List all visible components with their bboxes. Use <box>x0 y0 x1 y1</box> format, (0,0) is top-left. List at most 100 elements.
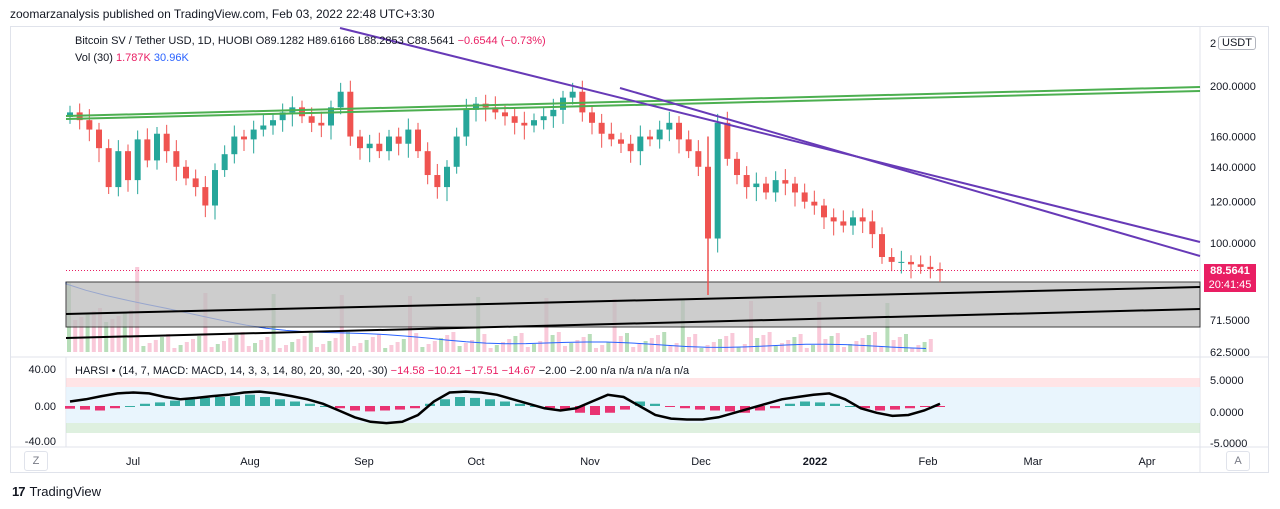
candle-body <box>192 178 199 188</box>
candle-body <box>763 183 769 193</box>
volume-bar <box>215 344 220 352</box>
volume-bar <box>253 343 257 352</box>
volume-bar <box>569 343 574 352</box>
harsi-histogram-bar <box>290 401 300 406</box>
candle-body <box>753 183 760 188</box>
harsi-histogram-bar <box>515 403 525 406</box>
volume-bar <box>835 333 840 352</box>
volume-bar <box>842 347 846 352</box>
volume-bar <box>395 342 400 352</box>
volume-bar <box>581 337 586 352</box>
log-scale-button[interactable]: Z <box>24 451 48 471</box>
volume-bar <box>525 347 530 352</box>
volume-bar <box>284 345 288 352</box>
volume-bar <box>290 342 295 352</box>
candle-body <box>173 151 180 167</box>
volume-bar <box>228 338 233 352</box>
volume-bar <box>786 340 791 352</box>
harsi-histogram-bar <box>380 406 390 411</box>
volume-bar <box>928 339 933 352</box>
candle-body <box>154 133 160 161</box>
candle-body <box>115 151 122 188</box>
volume-bar <box>209 347 214 352</box>
candle-body <box>772 180 779 193</box>
volume-bar <box>302 336 307 352</box>
harsi-histogram-bar <box>95 406 105 411</box>
candle-body <box>212 170 218 206</box>
volume-ma-value: 30.96K <box>153 52 189 64</box>
candle-body <box>415 129 421 152</box>
candle-body <box>550 109 557 117</box>
candle-body <box>86 120 93 130</box>
x-tick-label: Aug <box>240 456 260 468</box>
harsi-left-tick: 40.00 <box>28 364 56 376</box>
harsi-oscillator-line <box>69 390 941 425</box>
volume-bar <box>184 342 189 352</box>
y-tick-label: 120.0000 <box>1210 197 1256 209</box>
candle-body <box>202 187 209 206</box>
harsi-left-tick: -40.00 <box>25 436 56 448</box>
brand-name: TradingView <box>29 484 102 499</box>
candle-body <box>241 136 247 140</box>
volume-bar <box>414 333 419 352</box>
tradingview-logo-icon: 17 <box>12 484 26 499</box>
volume-bar <box>538 341 543 352</box>
auto-scale-button[interactable]: A <box>1226 451 1250 471</box>
candle-body <box>724 122 731 159</box>
volume-bar <box>265 337 270 352</box>
candle-body <box>801 192 808 202</box>
harsi-histogram-bar <box>785 403 795 406</box>
volume-bar <box>79 317 84 352</box>
harsi-label[interactable]: HARSI • (14, 7, MACD: MACD, 14, 3, 3, 14… <box>75 365 388 377</box>
volume-bar <box>370 337 375 352</box>
candle-body <box>366 143 373 149</box>
candle-body <box>830 217 837 222</box>
volume-bar <box>346 332 350 352</box>
volume-bar <box>333 338 338 352</box>
volume-bar <box>73 320 78 352</box>
currency-button[interactable]: USDT <box>1218 36 1256 50</box>
volume-bar <box>85 314 90 352</box>
candle-body <box>444 166 450 188</box>
candle-body <box>453 136 460 167</box>
volume-bar <box>755 338 760 352</box>
harsi-histogram-bar <box>725 406 735 412</box>
volume-bar <box>420 347 425 352</box>
y-tick-label: 140.0000 <box>1210 162 1256 174</box>
candle-body <box>869 221 876 235</box>
candle-body <box>357 136 363 149</box>
volume-bar <box>470 340 474 352</box>
volume-bar <box>674 343 679 352</box>
candle-body <box>782 180 789 184</box>
x-tick-label: Jul <box>126 456 140 468</box>
candle-body <box>163 133 170 152</box>
candle-body <box>888 257 895 262</box>
harsi-right-tick: -5.0000 <box>1210 438 1247 450</box>
candle-body <box>405 129 412 144</box>
harsi-histogram-bar <box>755 406 765 411</box>
main-legend: Bitcoin SV / Tether USD, 1D, HUOBI O89.1… <box>75 35 546 47</box>
symbol-label[interactable]: Bitcoin SV / Tether USD, 1D, HUOBI <box>75 35 253 47</box>
volume-label[interactable]: Vol (30) <box>75 52 113 64</box>
volume-bar <box>910 348 915 352</box>
volume-bar <box>197 336 202 352</box>
volume-bar <box>116 316 121 352</box>
candle-body <box>463 109 470 137</box>
harsi-histogram-bar <box>230 396 240 406</box>
harsi-histogram-bar <box>845 406 855 407</box>
harsi-histogram-bar <box>455 397 465 406</box>
harsi-histogram-bar <box>320 406 330 407</box>
volume-bar <box>147 343 152 352</box>
volume-bar <box>153 340 158 352</box>
volume-bar <box>699 348 704 352</box>
harsi-histogram-bar <box>695 406 705 410</box>
purple-trendline-upper <box>339 27 1201 243</box>
volume-bar <box>501 342 505 352</box>
volume-bar <box>519 333 524 352</box>
volume-bar <box>401 339 406 352</box>
volume-bar <box>823 339 828 352</box>
harsi-histogram-bar <box>200 397 210 406</box>
volume-value: 1.787K <box>115 52 151 64</box>
brand[interactable]: 17 TradingView <box>12 484 101 499</box>
